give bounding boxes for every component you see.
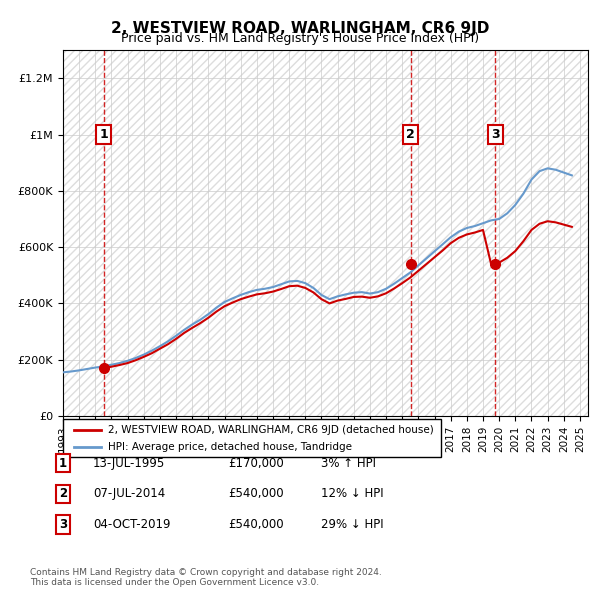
Text: 13-JUL-1995: 13-JUL-1995	[93, 457, 165, 470]
Text: 12% ↓ HPI: 12% ↓ HPI	[321, 487, 383, 500]
Text: Price paid vs. HM Land Registry's House Price Index (HPI): Price paid vs. HM Land Registry's House …	[121, 32, 479, 45]
Text: 29% ↓ HPI: 29% ↓ HPI	[321, 518, 383, 531]
Text: HPI: Average price, detached house, Tandridge: HPI: Average price, detached house, Tand…	[109, 441, 352, 451]
Text: 3% ↑ HPI: 3% ↑ HPI	[321, 457, 376, 470]
Text: 1: 1	[100, 128, 108, 141]
Text: £540,000: £540,000	[228, 487, 284, 500]
Text: £540,000: £540,000	[228, 518, 284, 531]
Text: 1: 1	[59, 457, 67, 470]
FancyBboxPatch shape	[63, 419, 441, 457]
Text: 3: 3	[491, 128, 499, 141]
Text: 2, WESTVIEW ROAD, WARLINGHAM, CR6 9JD (detached house): 2, WESTVIEW ROAD, WARLINGHAM, CR6 9JD (d…	[109, 425, 434, 435]
Text: 3: 3	[59, 518, 67, 531]
Text: 2, WESTVIEW ROAD, WARLINGHAM, CR6 9JD: 2, WESTVIEW ROAD, WARLINGHAM, CR6 9JD	[111, 21, 489, 35]
Text: £170,000: £170,000	[228, 457, 284, 470]
Text: Contains HM Land Registry data © Crown copyright and database right 2024.
This d: Contains HM Land Registry data © Crown c…	[30, 568, 382, 587]
Text: 04-OCT-2019: 04-OCT-2019	[93, 518, 170, 531]
Text: 2: 2	[406, 128, 415, 141]
Text: 07-JUL-2014: 07-JUL-2014	[93, 487, 165, 500]
Text: 2: 2	[59, 487, 67, 500]
